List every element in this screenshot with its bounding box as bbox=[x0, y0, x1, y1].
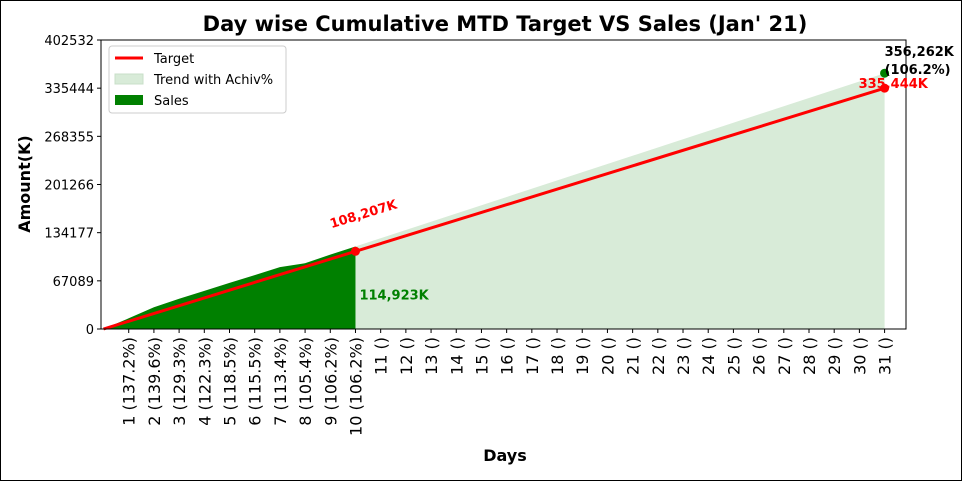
y-tick-label: 67089 bbox=[53, 275, 94, 290]
x-tick-label: 24 () bbox=[699, 337, 718, 375]
y-tick-label: 335444 bbox=[44, 82, 94, 97]
x-tick-label: 6 (115.5%) bbox=[246, 337, 265, 426]
annotation-label: 114,923K bbox=[359, 288, 429, 303]
annotation-label: 108,207K bbox=[328, 197, 400, 232]
y-tick-label: 402532 bbox=[44, 34, 94, 49]
x-tick-label: 3 (129.3%) bbox=[170, 337, 189, 426]
x-tick-label: 7 (113.4%) bbox=[271, 337, 290, 426]
x-tick-label: 4 (122.3%) bbox=[195, 337, 214, 426]
x-tick-label: 18 () bbox=[548, 337, 567, 375]
x-tick-label: 10 (106.2%) bbox=[346, 337, 365, 436]
annotation-label: 335,444K bbox=[859, 77, 929, 92]
x-tick-label: 11 () bbox=[372, 337, 391, 375]
x-tick-label: 8 (105.4%) bbox=[296, 337, 315, 426]
x-tick-label: 19 () bbox=[573, 337, 592, 375]
legend-swatch bbox=[115, 95, 143, 105]
legend-swatch bbox=[114, 73, 144, 85]
x-tick-label: 16 () bbox=[498, 337, 517, 375]
x-tick-label: 25 () bbox=[724, 337, 743, 375]
legend-label: Target bbox=[153, 52, 194, 67]
x-tick-label: 30 () bbox=[850, 337, 869, 375]
x-tick-label: 21 () bbox=[624, 337, 643, 375]
y-tick-label: 201266 bbox=[44, 179, 94, 194]
legend-label: Trend with Achiv% bbox=[153, 73, 273, 88]
line-target bbox=[103, 86, 886, 331]
x-tick-label: 26 () bbox=[750, 337, 769, 375]
plot-area: 0 67089 134177 201266 268355 335444 402532 1 (1… bbox=[44, 34, 954, 436]
x-tick-label: 5 (118.5%) bbox=[220, 337, 239, 426]
x-tick-label: 14 () bbox=[447, 337, 466, 375]
annotation-marker bbox=[880, 68, 890, 78]
annotation-label: 356,262K bbox=[885, 45, 955, 60]
y-tick-label: 0 bbox=[86, 323, 94, 338]
x-tick-label: 12 () bbox=[397, 337, 416, 375]
y-axis-title: Amount(K) bbox=[15, 135, 34, 233]
annotation-label: (106.2%) bbox=[885, 63, 951, 78]
x-tick-label: 15 () bbox=[472, 337, 491, 375]
x-tick-label: 28 () bbox=[800, 337, 819, 375]
x-tick-label: 2 (139.6%) bbox=[145, 337, 164, 426]
legend-label: Sales bbox=[154, 94, 189, 109]
legend-box bbox=[108, 45, 287, 114]
annotation-marker bbox=[880, 83, 890, 93]
x-tick-label: 23 () bbox=[674, 337, 693, 375]
annotation-marker bbox=[350, 246, 360, 256]
x-tick-label: 27 () bbox=[775, 337, 794, 375]
y-tick-label: 268355 bbox=[44, 130, 94, 145]
x-tick-label: 31 () bbox=[876, 337, 895, 375]
x-tick-label: 9 (106.2%) bbox=[321, 337, 340, 426]
x-axis-title: Days bbox=[483, 446, 527, 465]
x-tick-label: 22 () bbox=[649, 337, 668, 375]
legend: Target Trend with Achiv% Sales bbox=[108, 45, 287, 114]
x-tick-label: 1 (137.2%) bbox=[120, 337, 139, 426]
x-tick-label: 20 () bbox=[598, 337, 617, 375]
x-tick-label: 29 () bbox=[825, 337, 844, 375]
y-tick-label: 134177 bbox=[44, 227, 94, 242]
x-tick-label: 13 () bbox=[422, 337, 441, 375]
chart-title: Day wise Cumulative MTD Target VS Sales … bbox=[203, 12, 808, 36]
x-tick-label: 17 () bbox=[523, 337, 542, 375]
